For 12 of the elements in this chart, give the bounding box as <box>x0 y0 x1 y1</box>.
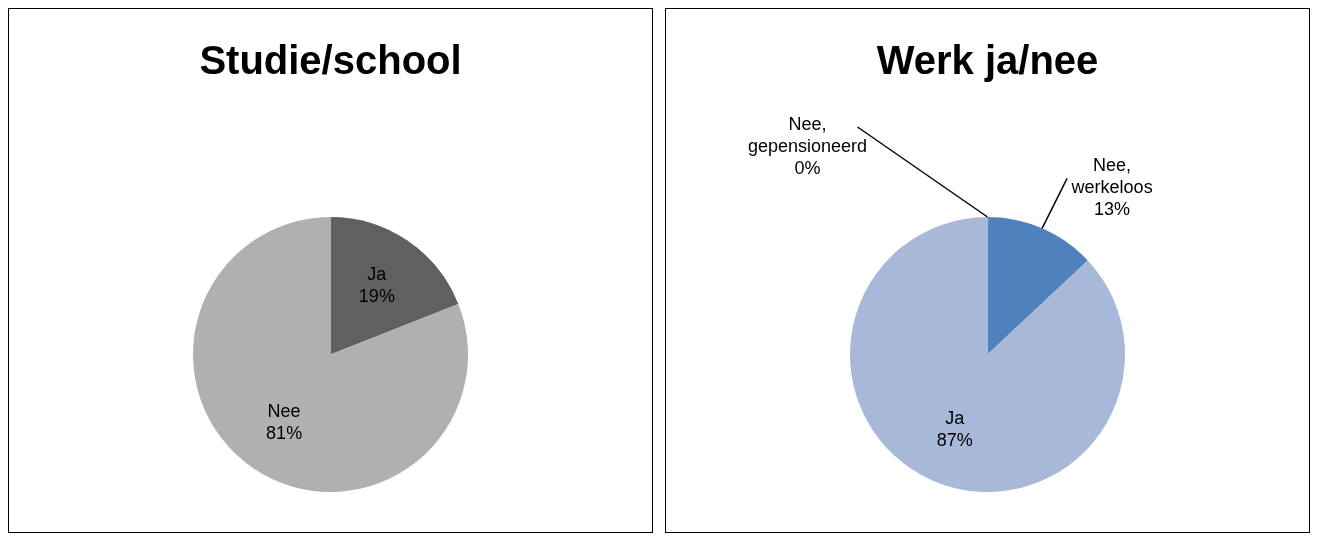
category-label: Nee, gepensioneerd <box>747 113 868 156</box>
slice-label: Ja <box>367 264 388 285</box>
slice-label: Nee <box>267 400 301 421</box>
data-label: 13% <box>1094 199 1131 220</box>
slice-label: Ja <box>945 408 966 429</box>
data-label: 19% <box>358 286 395 307</box>
data-label: 87% <box>936 430 973 451</box>
slice-label: Nee, werkeloos <box>1070 155 1153 198</box>
chart-title: Studie/school <box>199 38 462 83</box>
text: 0% <box>794 157 821 178</box>
data-label: 81% <box>266 422 303 443</box>
chart-title: Werk ja/nee <box>876 38 1099 83</box>
